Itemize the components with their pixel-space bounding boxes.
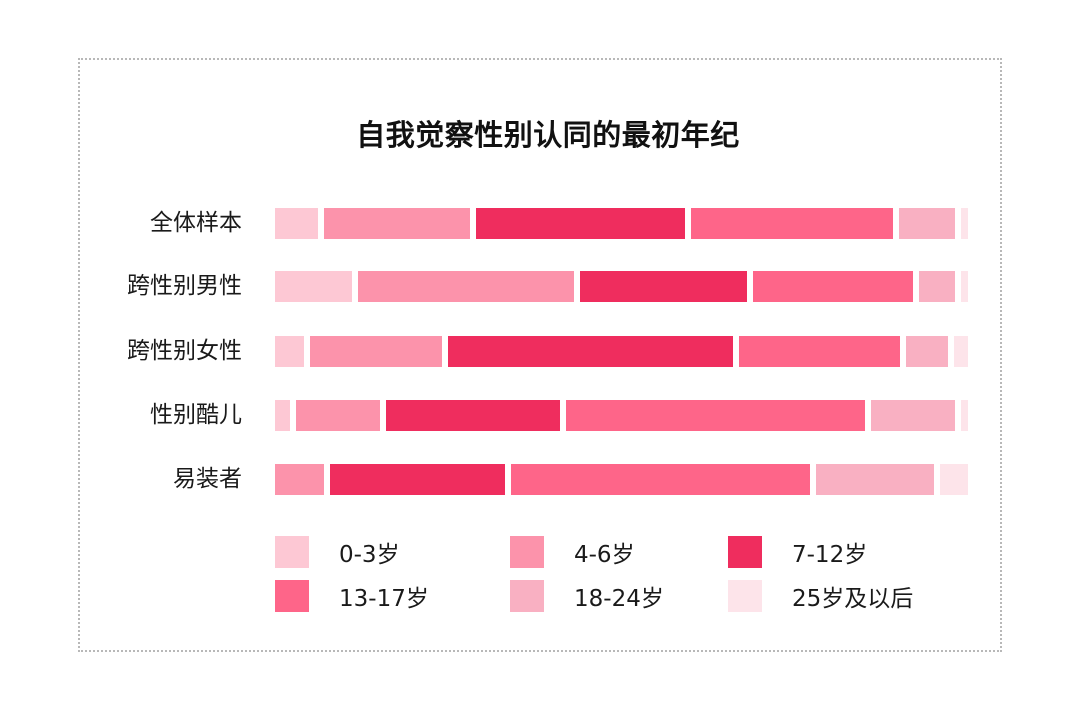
legend-item: 0-3岁 xyxy=(275,536,400,568)
row-label-trans-men: 跨性别男性 xyxy=(127,273,242,299)
legend-swatch xyxy=(275,580,309,612)
bar-segment xyxy=(961,400,968,431)
bar-segment xyxy=(510,464,816,495)
bar-segment xyxy=(905,336,955,367)
stacked-bar xyxy=(275,336,968,367)
bar-segment xyxy=(739,336,906,367)
row-label-genderqueer: 性别酷儿 xyxy=(150,402,242,428)
stacked-bar xyxy=(275,400,968,431)
legend-item: 7-12岁 xyxy=(728,536,867,568)
bar-segment xyxy=(275,336,310,367)
legend-item: 4-6岁 xyxy=(510,536,635,568)
legend-label: 18-24岁 xyxy=(574,586,664,612)
bar-segment xyxy=(330,464,511,495)
legend-label: 0-3岁 xyxy=(339,542,400,568)
bar-segment xyxy=(323,208,476,239)
legend-item: 18-24岁 xyxy=(510,580,664,612)
bar-segment xyxy=(690,208,899,239)
bar-segment xyxy=(870,400,962,431)
legend-swatch xyxy=(275,536,309,568)
bar-segment xyxy=(898,208,962,239)
stacked-bar xyxy=(275,464,968,495)
bar-segment xyxy=(309,336,449,367)
bar-segment xyxy=(275,464,331,495)
legend-label: 25岁及以后 xyxy=(792,586,914,612)
legend-label: 13-17岁 xyxy=(339,586,429,612)
legend-item: 13-17岁 xyxy=(275,580,429,612)
bar-segment xyxy=(475,208,691,239)
stacked-bar xyxy=(275,271,968,302)
bar-segment xyxy=(566,400,871,431)
chart-frame xyxy=(78,58,1002,652)
bar-segment xyxy=(954,336,968,367)
row-label-all: 全体样本 xyxy=(150,210,242,236)
bar-segment xyxy=(919,271,962,302)
bar-segment xyxy=(275,208,324,239)
row-label-crossdresser: 易装者 xyxy=(173,466,242,492)
stacked-bar xyxy=(275,208,968,239)
bar-segment xyxy=(275,271,359,302)
bar-segment xyxy=(295,400,386,431)
bar-segment xyxy=(753,271,920,302)
legend-swatch xyxy=(510,580,544,612)
bar-segment xyxy=(961,271,968,302)
legend-label: 4-6岁 xyxy=(574,542,635,568)
bar-segment xyxy=(358,271,580,302)
legend-item: 25岁及以后 xyxy=(728,580,913,612)
legend-swatch xyxy=(728,580,762,612)
legend-swatch xyxy=(510,536,544,568)
bar-segment xyxy=(448,336,740,367)
chart-title: 自我觉察性别认同的最初年纪 xyxy=(356,118,740,152)
bar-segment xyxy=(579,271,754,302)
legend-swatch xyxy=(728,536,762,568)
bar-segment xyxy=(961,208,968,239)
bar-segment xyxy=(385,400,567,431)
legend-label: 7-12岁 xyxy=(792,542,868,568)
row-label-trans-women: 跨性别女性 xyxy=(127,338,242,364)
bar-segment xyxy=(815,464,941,495)
bar-segment xyxy=(275,400,296,431)
bar-segment xyxy=(940,464,968,495)
